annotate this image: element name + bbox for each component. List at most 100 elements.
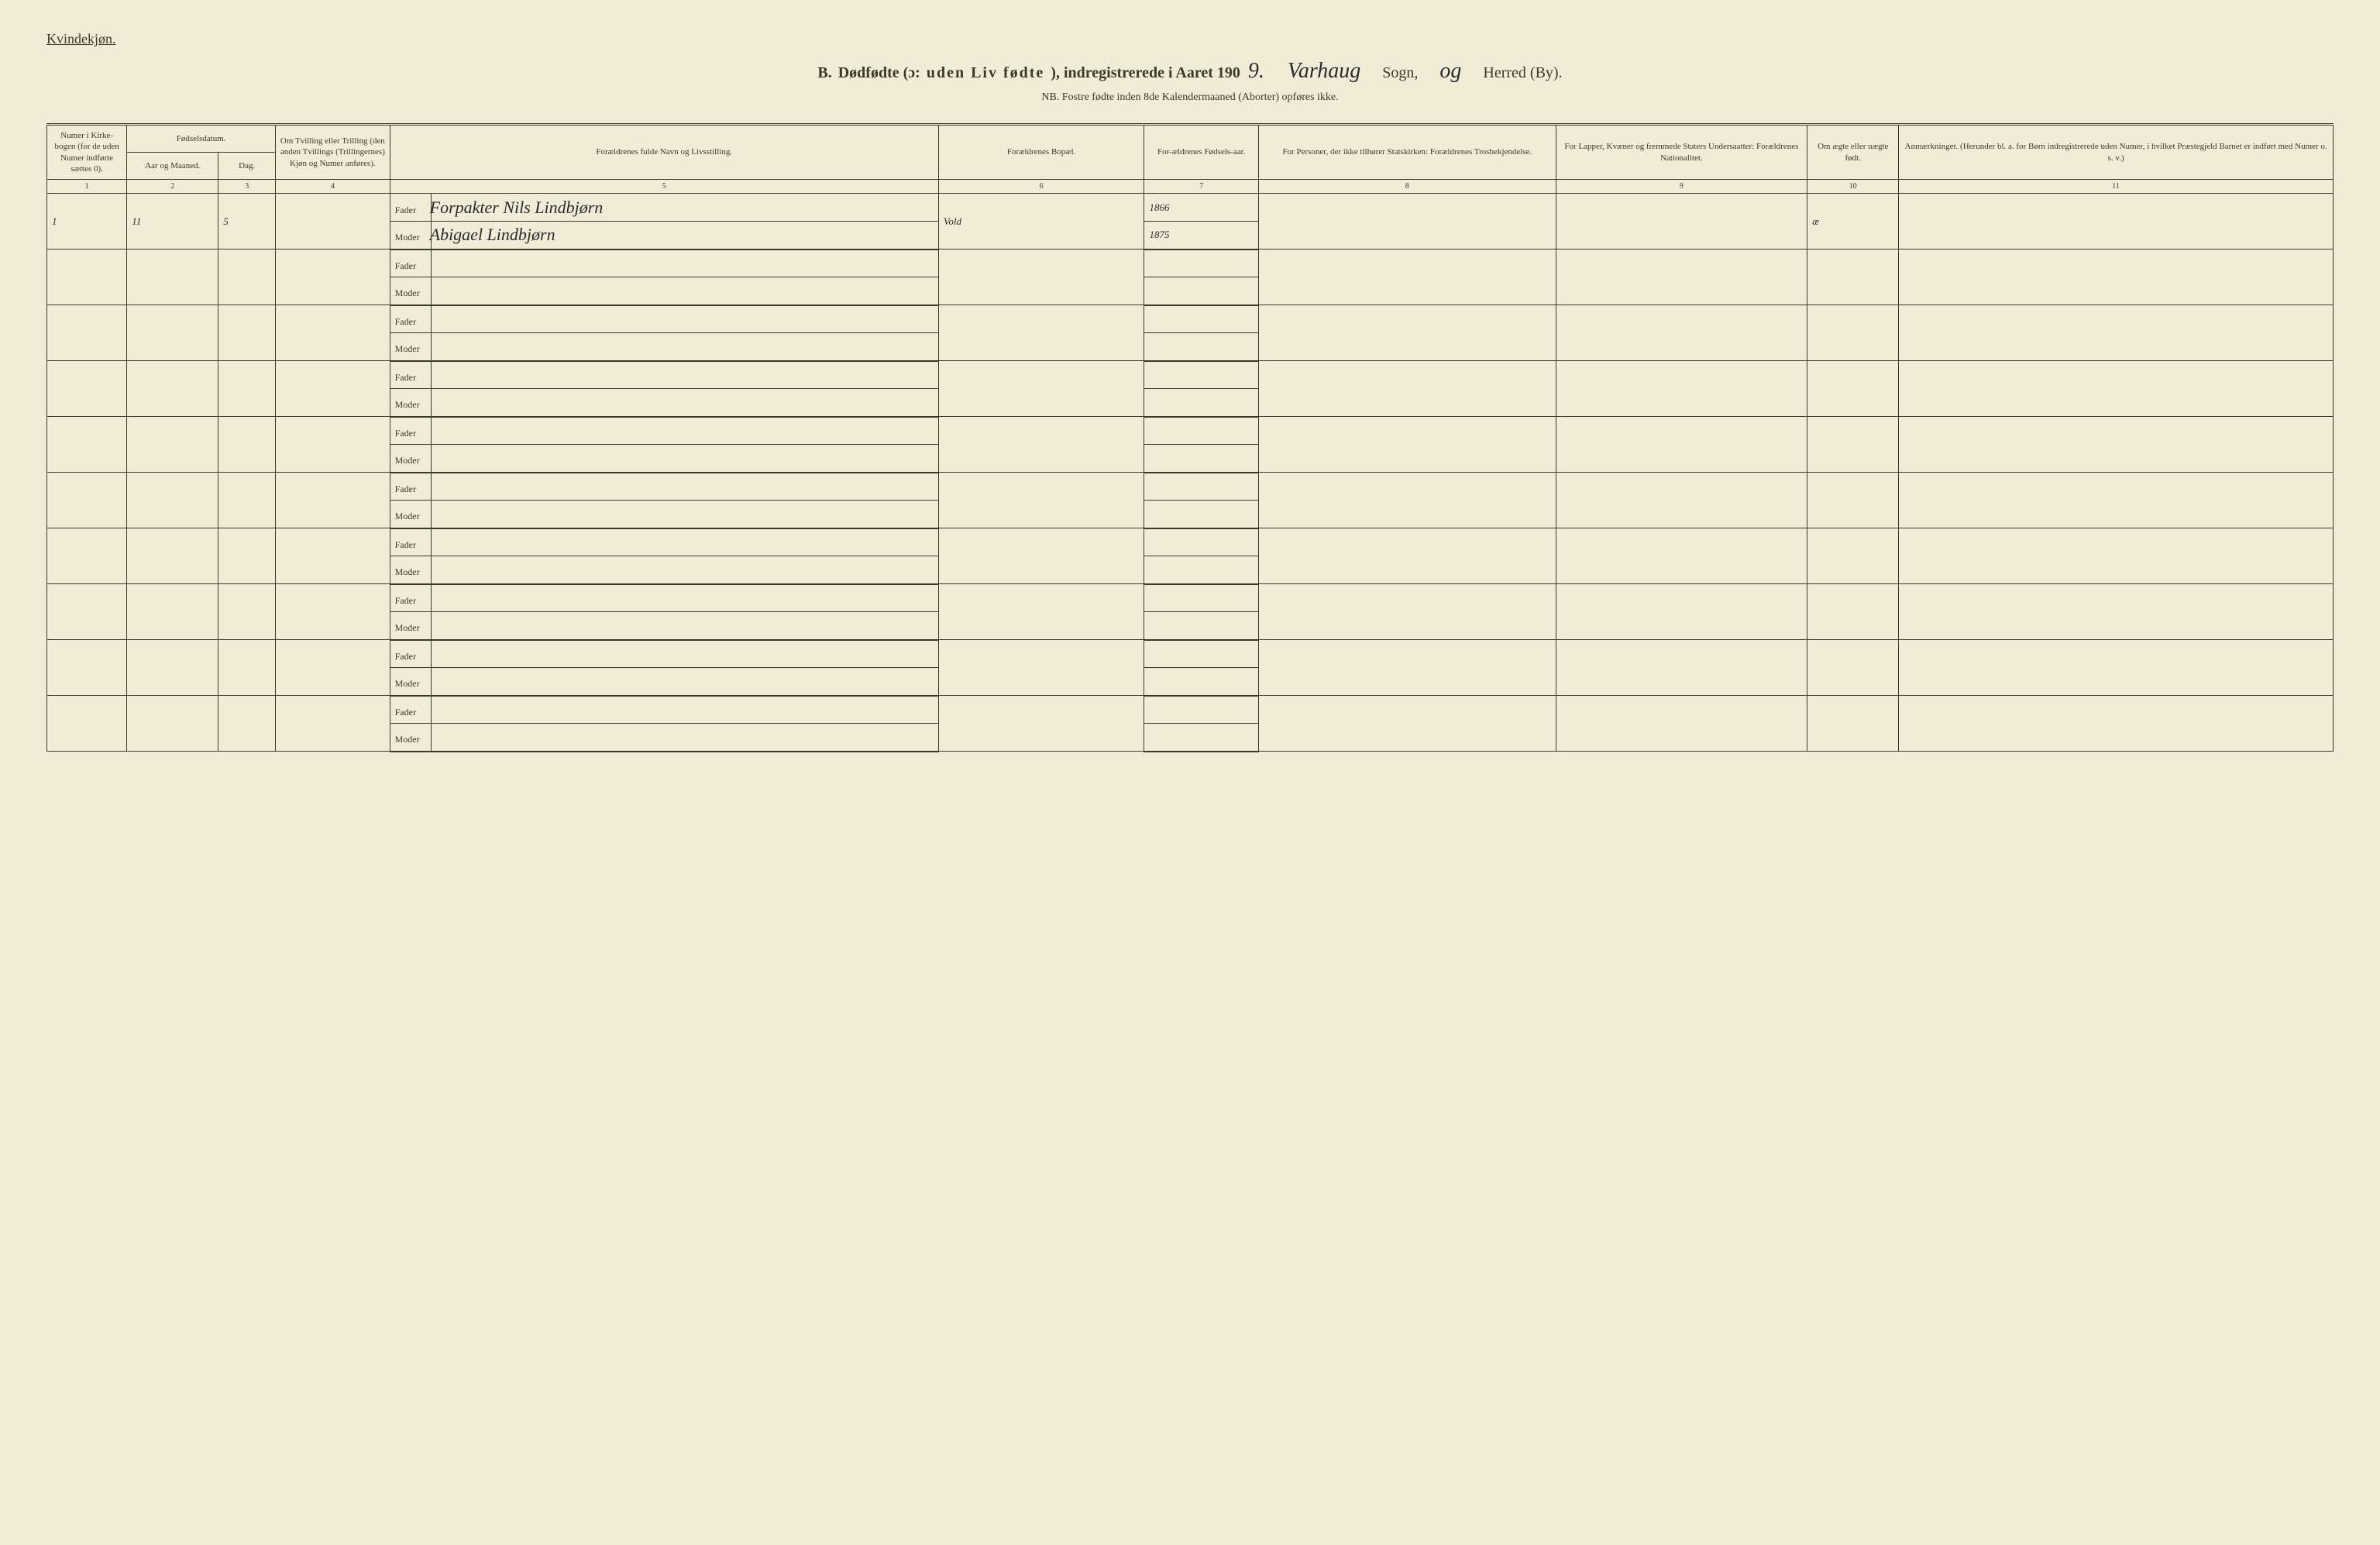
register-table: Numer i Kirke-bogen (for de uden Numer i…	[46, 123, 2334, 752]
cell-aar-maaned	[127, 696, 218, 752]
cell-aar-maaned	[127, 417, 218, 473]
cell-moder-aar	[1144, 333, 1259, 361]
col-num-11: 11	[1899, 180, 2334, 194]
cell-fader-navn: Fader	[390, 361, 938, 389]
cell-tvilling	[276, 249, 390, 305]
table-header: Numer i Kirke-bogen (for de uden Numer i…	[47, 125, 2334, 194]
moder-label: Moder	[395, 343, 430, 355]
cell-bopael	[938, 528, 1144, 584]
table-row-fader: Fader	[47, 305, 2334, 333]
cell-nationalitet	[1556, 696, 1807, 752]
cell-nationalitet	[1556, 194, 1807, 249]
fader-label: Fader	[395, 205, 430, 216]
col-num-3: 3	[218, 180, 276, 194]
col-header-numer: Numer i Kirke-bogen (for de uden Numer i…	[47, 125, 127, 180]
cell-aegte	[1807, 584, 1899, 640]
cell-moder-navn: Moder	[390, 612, 938, 640]
cell-trosbekjendelse	[1258, 696, 1556, 752]
col-header-trosbekjendelse: For Personer, der ikke tilhører Statskir…	[1258, 125, 1556, 180]
cell-aegte	[1807, 473, 1899, 528]
cell-nationalitet	[1556, 305, 1807, 361]
col-header-anmerkninger: Anmærkninger. (Herunder bl. a. for Børn …	[1899, 125, 2334, 180]
cell-numer	[47, 584, 127, 640]
cell-nationalitet	[1556, 417, 1807, 473]
fader-label: Fader	[395, 595, 430, 607]
col-header-foraeldre-navn: Forældrenes fulde Navn og Livsstilling.	[390, 125, 938, 180]
cell-aar-maaned	[127, 640, 218, 696]
fader-label: Fader	[395, 539, 430, 551]
col-num-7: 7	[1144, 180, 1259, 194]
col-num-8: 8	[1258, 180, 1556, 194]
cell-fader-navn: FaderForpakter Nils Lindbjørn	[390, 194, 938, 222]
cell-bopael	[938, 584, 1144, 640]
cell-anmerkninger	[1899, 305, 2334, 361]
fader-name-value: Forpakter Nils Lindbjørn	[430, 198, 604, 217]
cell-aar-maaned	[127, 528, 218, 584]
cell-dag	[218, 584, 276, 640]
cell-aar-maaned	[127, 249, 218, 305]
title-prefix: B.	[817, 64, 831, 82]
cell-moder-navn: Moder	[390, 389, 938, 417]
cell-anmerkninger	[1899, 249, 2334, 305]
cell-fader-navn: Fader	[390, 417, 938, 445]
cell-anmerkninger	[1899, 640, 2334, 696]
cell-dag	[218, 305, 276, 361]
cell-fader-navn: Fader	[390, 528, 938, 556]
sogn-handwritten: Varhaug	[1272, 59, 1376, 84]
cell-fader-aar	[1144, 305, 1259, 333]
fader-label: Fader	[395, 316, 430, 328]
cell-trosbekjendelse	[1258, 249, 1556, 305]
cell-aegte	[1807, 249, 1899, 305]
table-row-fader: Fader	[47, 473, 2334, 501]
cell-bopael: Vold	[938, 194, 1144, 249]
cell-fader-navn: Fader	[390, 305, 938, 333]
moder-label: Moder	[395, 232, 430, 243]
cell-moder-navn: ModerAbigael Lindbjørn	[390, 222, 938, 249]
fader-label: Fader	[395, 651, 430, 662]
cell-tvilling	[276, 528, 390, 584]
cell-trosbekjendelse	[1258, 528, 1556, 584]
cell-anmerkninger	[1899, 473, 2334, 528]
cell-bopael	[938, 640, 1144, 696]
table-row-fader: Fader	[47, 249, 2334, 277]
cell-aegte: æ	[1807, 194, 1899, 249]
cell-tvilling	[276, 194, 390, 249]
cell-numer	[47, 528, 127, 584]
cell-fader-aar	[1144, 584, 1259, 612]
moder-label: Moder	[395, 734, 430, 745]
cell-moder-aar	[1144, 501, 1259, 528]
cell-aegte	[1807, 361, 1899, 417]
moder-label: Moder	[395, 399, 430, 411]
cell-tvilling	[276, 305, 390, 361]
col-num-2: 2	[127, 180, 218, 194]
fader-label: Fader	[395, 372, 430, 384]
cell-moder-navn: Moder	[390, 277, 938, 305]
cell-dag	[218, 249, 276, 305]
cell-moder-aar	[1144, 556, 1259, 584]
cell-aegte	[1807, 640, 1899, 696]
moder-label: Moder	[395, 287, 430, 299]
cell-fader-navn: Fader	[390, 696, 938, 724]
cell-trosbekjendelse	[1258, 361, 1556, 417]
col-header-dag: Dag.	[218, 153, 276, 180]
cell-nationalitet	[1556, 361, 1807, 417]
cell-fader-navn: Fader	[390, 584, 938, 612]
cell-numer	[47, 640, 127, 696]
title-main: Dødfødte (ɔ:	[838, 64, 920, 82]
cell-tvilling	[276, 473, 390, 528]
cell-moder-aar	[1144, 724, 1259, 752]
cell-fader-aar	[1144, 417, 1259, 445]
cell-aar-maaned	[127, 473, 218, 528]
cell-nationalitet	[1556, 640, 1807, 696]
fader-label: Fader	[395, 483, 430, 495]
cell-trosbekjendelse	[1258, 640, 1556, 696]
fader-label: Fader	[395, 428, 430, 439]
cell-trosbekjendelse	[1258, 194, 1556, 249]
cell-moder-aar	[1144, 389, 1259, 417]
cell-aar-maaned	[127, 305, 218, 361]
cell-numer	[47, 417, 127, 473]
cell-aegte	[1807, 528, 1899, 584]
cell-numer	[47, 473, 127, 528]
cell-fader-aar	[1144, 696, 1259, 724]
table-row-fader: Fader	[47, 417, 2334, 445]
